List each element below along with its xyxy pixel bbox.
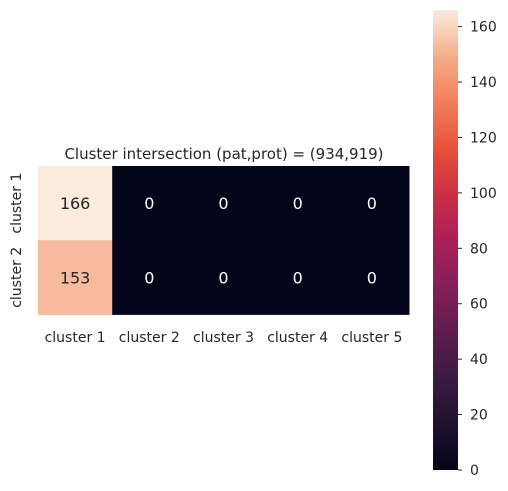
cell-annotation: 0 bbox=[293, 268, 303, 287]
colorbar bbox=[433, 10, 458, 470]
colorbar-tick-label: 120 bbox=[470, 130, 497, 146]
colorbar-tick-label: 100 bbox=[470, 186, 497, 202]
cell-annotation: 0 bbox=[367, 194, 377, 213]
heatmap-cell bbox=[260, 240, 336, 315]
cell-annotation: 166 bbox=[60, 194, 91, 213]
x-tick-label: cluster 5 bbox=[341, 330, 402, 346]
colorbar-tick-label: 140 bbox=[470, 75, 497, 91]
x-tick-label: cluster 1 bbox=[45, 330, 106, 346]
heatmap-cell bbox=[112, 166, 187, 241]
heatmap-cell bbox=[260, 166, 336, 241]
colorbar-tick-label: 0 bbox=[470, 463, 479, 479]
heatmap-cell bbox=[112, 240, 187, 315]
colorbar-tick-label: 160 bbox=[470, 20, 497, 36]
colorbar-tick-label: 40 bbox=[470, 352, 488, 368]
cell-annotation: 153 bbox=[60, 268, 91, 287]
x-tick-label: cluster 2 bbox=[119, 330, 180, 346]
y-tick-label: cluster 2 bbox=[9, 247, 25, 308]
heatmap-cell bbox=[186, 166, 262, 241]
cell-annotation: 0 bbox=[367, 268, 377, 287]
cell-annotation: 0 bbox=[218, 268, 228, 287]
colorbar-tick-label: 20 bbox=[470, 408, 488, 424]
chart-title: Cluster intersection (pat,prot) = (934,9… bbox=[64, 145, 383, 163]
cell-annotation: 0 bbox=[293, 194, 303, 213]
cell-annotation: 0 bbox=[144, 268, 154, 287]
x-tick-label: cluster 3 bbox=[193, 330, 254, 346]
heatmap-cell bbox=[38, 240, 113, 315]
cell-annotation: 0 bbox=[144, 194, 154, 213]
y-tick-label: cluster 1 bbox=[9, 173, 25, 234]
x-tick-label: cluster 4 bbox=[267, 330, 328, 346]
heatmap-cell bbox=[186, 240, 262, 315]
heatmap-cell bbox=[334, 166, 410, 241]
heatmap-cell bbox=[38, 166, 113, 241]
colorbar-tick-label: 60 bbox=[470, 297, 488, 313]
cell-annotation: 0 bbox=[218, 194, 228, 213]
colorbar-tick-label: 80 bbox=[470, 241, 488, 257]
heatmap-cell bbox=[334, 240, 410, 315]
